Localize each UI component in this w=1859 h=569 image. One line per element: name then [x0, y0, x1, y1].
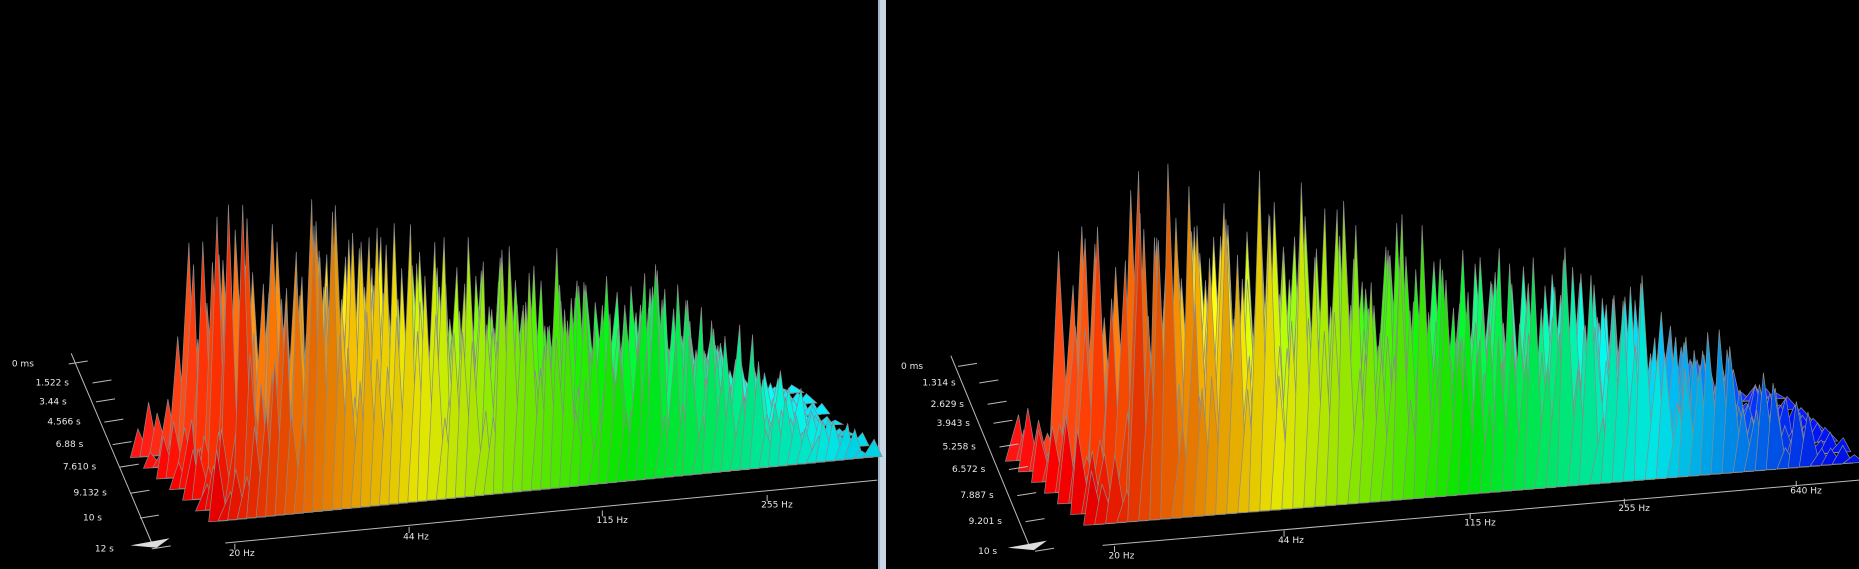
surface-facet — [1556, 247, 1578, 487]
surface-facet — [1655, 352, 1677, 479]
time-label: 6.88 s — [56, 440, 84, 450]
surface-facet — [1336, 200, 1358, 505]
time-tick — [139, 514, 159, 519]
time-tick — [987, 400, 1007, 405]
surface-facet — [682, 336, 703, 476]
time-label: 7.610 s — [63, 463, 97, 473]
freq-label: 115 Hz — [1464, 518, 1496, 528]
time-label: 3.44 s — [39, 397, 67, 407]
time-label: 0 ms — [901, 362, 923, 372]
waterfall-surface — [129, 199, 883, 523]
surface-facet — [1523, 257, 1545, 490]
axis-base — [130, 538, 170, 548]
time-label: 9.201 s — [969, 517, 1003, 527]
freq-axis — [1102, 479, 1859, 546]
time-tick — [1008, 465, 1028, 470]
freq-label: 640 Hz — [1790, 486, 1822, 496]
time-label: 9.132 s — [74, 489, 108, 499]
time-tick — [1034, 547, 1055, 552]
time-label: 4.566 s — [47, 418, 81, 428]
time-axis — [70, 353, 153, 544]
time-label: 10 s — [978, 547, 997, 557]
time-tick — [957, 362, 978, 367]
surface-facet — [644, 264, 665, 480]
surface-facet — [1765, 383, 1788, 470]
surface-facet — [1160, 163, 1182, 520]
time-tick — [1017, 492, 1037, 497]
freq-label: 20 Hz — [1109, 552, 1135, 562]
time-tick — [95, 398, 116, 403]
time-label: 1.522 s — [36, 378, 70, 388]
time-tick — [119, 463, 139, 468]
time-tick — [151, 545, 171, 550]
surface-facet — [1578, 275, 1600, 486]
time-tick — [999, 443, 1019, 448]
surface-facet — [1798, 411, 1821, 468]
surface-facet — [862, 438, 883, 458]
time-tick — [979, 379, 999, 384]
time-tick — [112, 441, 132, 446]
splitter[interactable] — [878, 0, 886, 569]
time-label: 0 ms — [12, 359, 34, 369]
waterfall-surface — [1004, 163, 1859, 526]
freq-label: 115 Hz — [596, 516, 628, 526]
time-label: 6.572 s — [952, 465, 986, 475]
time-label: 12 s — [95, 544, 114, 554]
surface-facet — [1777, 395, 1800, 411]
time-tick — [68, 360, 88, 365]
time-label: 2.629 s — [931, 400, 965, 410]
surface-facet — [1842, 454, 1859, 464]
freq-label: 44 Hz — [1278, 536, 1304, 546]
surface-facet — [1633, 275, 1655, 481]
axis-base — [1007, 540, 1047, 551]
time-tick — [1025, 518, 1045, 523]
freq-label: 255 Hz — [1618, 504, 1650, 514]
time-tick — [104, 418, 124, 423]
surface-facet — [208, 449, 229, 523]
surface-facet — [1127, 213, 1149, 522]
time-label: 7.887 s — [960, 491, 994, 501]
surface-facet — [1226, 254, 1248, 514]
time-label: 3.943 s — [937, 419, 971, 429]
surface-facet — [464, 341, 485, 497]
freq-label: 255 Hz — [761, 501, 793, 511]
freq-label: 20 Hz — [229, 549, 255, 559]
time-tick — [993, 419, 1013, 424]
time-axis — [950, 355, 1030, 546]
time-label: 1.314 s — [922, 378, 956, 388]
time-label: 5.258 s — [943, 442, 977, 452]
freq-label: 44 Hz — [403, 533, 429, 543]
freq-axis — [225, 479, 878, 544]
time-tick — [92, 379, 112, 384]
time-label: 10 s — [83, 514, 102, 524]
surface-facet — [1105, 454, 1127, 524]
surface-facet — [1413, 225, 1435, 499]
time-tick — [130, 489, 150, 494]
